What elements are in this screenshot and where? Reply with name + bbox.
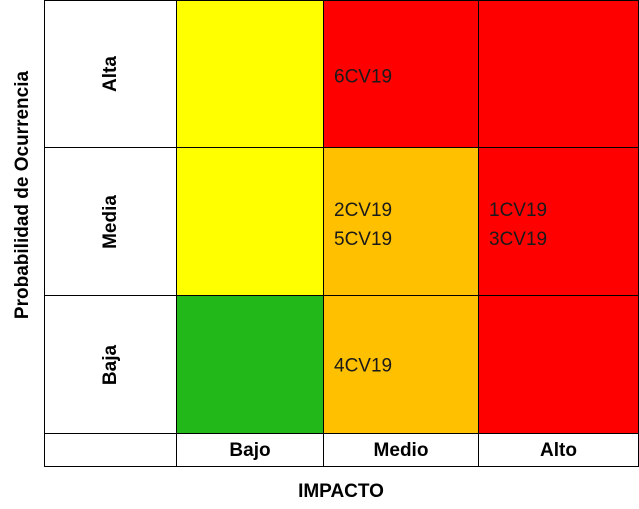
risk-code: 4CV19 [334,355,393,377]
cell-media-bajo [176,147,324,296]
corner-blank [44,433,177,467]
cell-media-medio: 2CV19 5CV19 [323,147,479,296]
cell-media-alto: 1CV19 3CV19 [478,147,639,296]
cell-alta-alto [478,0,639,148]
cell-alta-bajo [176,0,324,148]
row-label-alta: Alta [44,0,177,148]
cell-alta-medio: 6CV19 [323,0,479,148]
x-axis-title: IMPACTO [298,481,384,502]
risk-code: 5CV19 [334,229,393,250]
row-label-media: Media [44,147,177,296]
risk-matrix: Alta Media Baja 6CV19 2CV19 5CV19 1CV19 … [44,0,639,467]
cell-baja-bajo [176,295,324,434]
risk-code: 1CV19 [489,200,548,221]
risk-code: 3CV19 [489,229,548,250]
y-axis-title: Probabilidad de Ocurrencia [12,70,33,320]
risk-code: 6CV19 [334,66,393,88]
row-label-text: Baja [99,344,121,385]
cell-baja-alto [478,295,639,434]
risk-code: 2CV19 [334,200,393,221]
col-label-alto: Alto [478,433,639,467]
col-label-bajo: Bajo [176,433,324,467]
row-label-text: Alta [99,56,121,92]
cell-baja-medio: 4CV19 [323,295,479,434]
col-label-medio: Medio [323,433,479,467]
row-label-text: Media [99,194,121,249]
row-label-baja: Baja [44,295,177,434]
